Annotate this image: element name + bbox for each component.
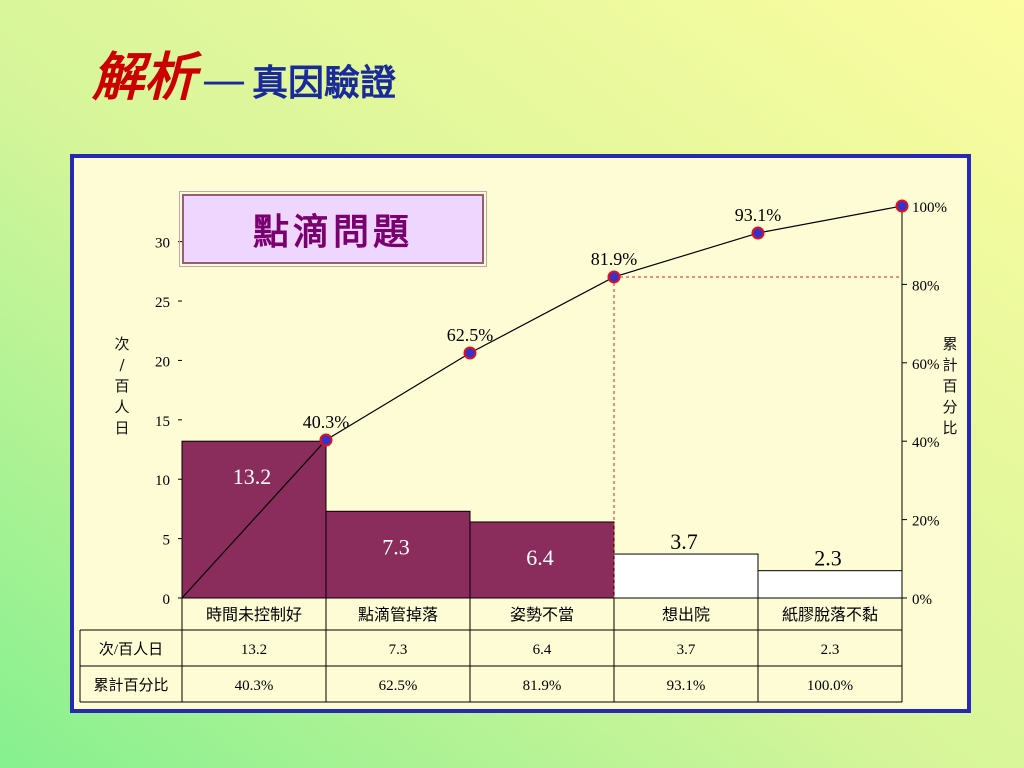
- bar-3: [469, 521, 615, 599]
- bar-2: [325, 510, 471, 599]
- cumulative-marker: [319, 433, 333, 447]
- y-axis-label-char: 百: [114, 377, 130, 395]
- y-tick-label: 5: [163, 533, 171, 549]
- table-cell: 93.1%: [667, 678, 706, 694]
- cumulative-marker: [607, 270, 621, 284]
- bar-4: [613, 553, 759, 599]
- y-axis-label-char: 日: [114, 419, 130, 437]
- table-cell: 13.2: [241, 642, 267, 658]
- y2-tick-label: 20%: [912, 514, 940, 530]
- y2-axis-label-char: 計: [942, 356, 958, 374]
- y2-tick-label: 0%: [912, 592, 932, 608]
- y-tick-label: 10: [155, 473, 170, 489]
- y2-tick-label: 60%: [912, 357, 940, 373]
- bar-value-label: 3.7: [670, 529, 698, 554]
- y2-axis-label: 累計百分比: [940, 334, 960, 439]
- y2-tick-label: 100%: [912, 200, 947, 216]
- cumulative-marker: [463, 346, 477, 360]
- y2-tick-label: 80%: [912, 278, 940, 294]
- cumulative-marker: [895, 199, 909, 213]
- cumulative-line: [181, 205, 903, 599]
- table-cell: 7.3: [389, 642, 408, 658]
- x-category-label: 時間未控制好: [206, 606, 302, 624]
- table-row-header: 累計百分比: [93, 677, 168, 694]
- y2-axis-label-char: 累: [942, 335, 958, 353]
- cumulative-label: 62.5%: [447, 325, 494, 345]
- table-cell: 3.7: [677, 642, 696, 658]
- bar-value-label: 2.3: [814, 546, 842, 571]
- slide-title: 解析 — 真因驗證: [92, 48, 396, 120]
- x-category-label: 姿勢不當: [510, 606, 574, 624]
- pareto-chart-panel: 13.2 7.3 6.4 3.7 2.3 0 5 10 15 20 25 30 0% 20% 40% 60% 8…: [70, 154, 971, 713]
- x-category-label: 想出院: [662, 606, 710, 624]
- y-axis-label-char: /: [119, 356, 125, 374]
- y2-axis-label-char: 分: [942, 398, 958, 416]
- title-dash: —: [202, 55, 247, 106]
- bar-value-label: 7.3: [382, 534, 410, 559]
- y2-axis-label-char: 百: [942, 377, 958, 395]
- title-part-analysis: 解析: [92, 47, 197, 108]
- y2-tick-label: 40%: [912, 435, 940, 451]
- y-tick-label: 20: [155, 354, 170, 370]
- pareto-chart: 13.2 7.3 6.4 3.7 2.3 0 5 10 15 20 25 30 0% 20% 40% 60% 8…: [79, 199, 947, 703]
- y-tick-label: 30: [155, 236, 170, 252]
- y-axis-label-char: 次: [114, 335, 130, 353]
- cumulative-label: 93.1%: [735, 205, 782, 225]
- x-category-label: 紙膠脫落不黏: [782, 606, 878, 624]
- y-tick-label: 15: [155, 414, 170, 430]
- y-axis-label-char: 人: [114, 398, 130, 416]
- table-row-header: 次/百人日: [99, 641, 163, 658]
- bar-value-label: 6.4: [526, 545, 554, 570]
- table-cell: 81.9%: [523, 678, 562, 694]
- bar-5: [757, 570, 903, 599]
- table-cell: 2.3: [821, 642, 840, 658]
- cumulative-marker: [751, 226, 765, 240]
- y2-axis-label-char: 比: [942, 419, 958, 437]
- y-tick-label: 0: [163, 592, 171, 608]
- table-cell: 40.3%: [235, 678, 274, 694]
- problem-label-box: 點滴問題: [179, 191, 487, 267]
- y-axis-label: 次 / 百人日: [112, 334, 132, 439]
- y-tick-label: 25: [155, 295, 170, 311]
- cumulative-label: 40.3%: [303, 412, 350, 432]
- bar-value-label: 13.2: [233, 464, 272, 489]
- table-cell: 100.0%: [807, 678, 853, 694]
- table-cell: 62.5%: [379, 678, 418, 694]
- cumulative-label: 81.9%: [591, 249, 638, 269]
- title-part-root-cause: 真因驗證: [252, 62, 397, 104]
- table-cell: 6.4: [533, 642, 552, 658]
- x-category-label: 點滴管掉落: [358, 606, 438, 624]
